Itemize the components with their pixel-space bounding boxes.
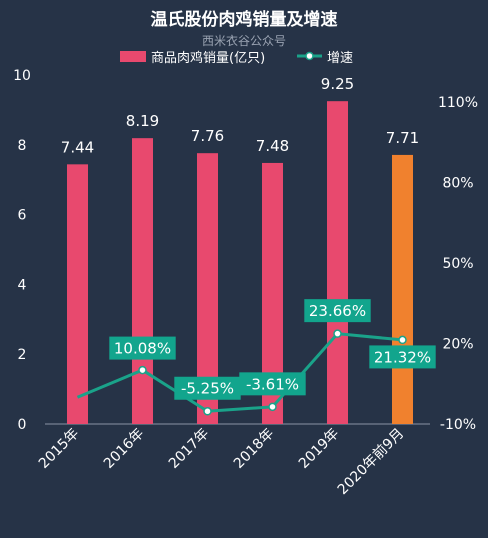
growth-label-text: -3.61% [246, 375, 299, 393]
growth-point [138, 365, 147, 375]
left-axis-tick: 8 [18, 138, 27, 154]
right-axis-tick: -10% [440, 417, 476, 433]
bar-value-label: 8.19 [126, 112, 159, 130]
bar [132, 138, 153, 424]
growth-label-box [174, 376, 241, 400]
x-axis-tick: 2018年 [231, 426, 277, 472]
growth-label-text: 21.32% [374, 348, 431, 366]
growth-point [333, 329, 342, 338]
growth-line [76, 329, 407, 416]
growth-label: 23.66% [304, 299, 371, 323]
growth-line-path [76, 332, 403, 413]
legend-label-line: 增速 [327, 51, 353, 66]
right-axis-tick: 80% [442, 175, 473, 191]
left-axis-tick: 0 [18, 417, 27, 433]
x-axis-tick: 2020年前9月 [334, 425, 407, 498]
bar [392, 154, 413, 424]
chart-subtitle: 西米衣谷公众号 [202, 33, 286, 48]
growth-point [398, 335, 407, 345]
growth-labels: 10.08% -5.25% -3.61% 23.66% 21.32% [109, 299, 436, 400]
growth-label-box [239, 372, 306, 396]
bar-labels: 7.44 8.19 7.76 7.48 9.25 7.71 [61, 75, 419, 156]
growth-label-box [109, 336, 176, 360]
growth-label-box [304, 299, 371, 323]
growth-label-text: 10.08% [114, 340, 171, 358]
growth-label-text: 23.66% [309, 302, 366, 320]
x-axis-tick: 2017年 [166, 426, 212, 472]
right-axis-tick: 50% [442, 256, 473, 272]
left-axis-tick: 2 [18, 347, 27, 363]
growth-label: 21.32% [369, 345, 436, 369]
left-axis-tick: 4 [18, 277, 27, 293]
bar-value-label: 7.48 [256, 137, 289, 155]
right-axis: -10% 20% 50% 80% 110% [438, 95, 478, 433]
bar-value-label: 7.71 [386, 129, 419, 147]
x-axis-tick: 2015年 [36, 426, 82, 472]
right-axis-tick: 110% [438, 95, 478, 111]
bar-value-label: 7.76 [191, 127, 224, 145]
bar-value-label: 7.44 [61, 138, 94, 156]
left-axis: 0 2 4 6 8 10 [13, 68, 31, 433]
chart-title: 温氏股份肉鸡销量及增速 [151, 9, 338, 30]
bar [67, 164, 88, 424]
growth-point [203, 406, 212, 416]
x-axis-tick: 2019年 [296, 426, 342, 472]
left-axis-tick: 6 [18, 208, 27, 224]
bar [262, 162, 283, 424]
legend-swatch-bar [120, 51, 146, 62]
legend: 商品肉鸡销量(亿只) 增速 [120, 50, 353, 66]
bar [197, 153, 218, 424]
growth-label-box [369, 345, 436, 369]
legend-label-bar: 商品肉鸡销量(亿只) [151, 50, 265, 66]
growth-point [268, 402, 277, 412]
growth-label-text: -5.25% [181, 380, 234, 398]
bar-value-label: 9.25 [321, 75, 354, 93]
legend-swatch-marker [305, 51, 314, 61]
right-axis-tick: 20% [442, 336, 473, 352]
growth-label: -5.25% [174, 376, 241, 400]
left-axis-tick: 10 [13, 68, 31, 84]
growth-label: -3.61% [239, 372, 306, 396]
x-axis-tick: 2016年 [101, 426, 147, 472]
growth-label: 10.08% [109, 336, 176, 360]
bar [327, 101, 348, 425]
